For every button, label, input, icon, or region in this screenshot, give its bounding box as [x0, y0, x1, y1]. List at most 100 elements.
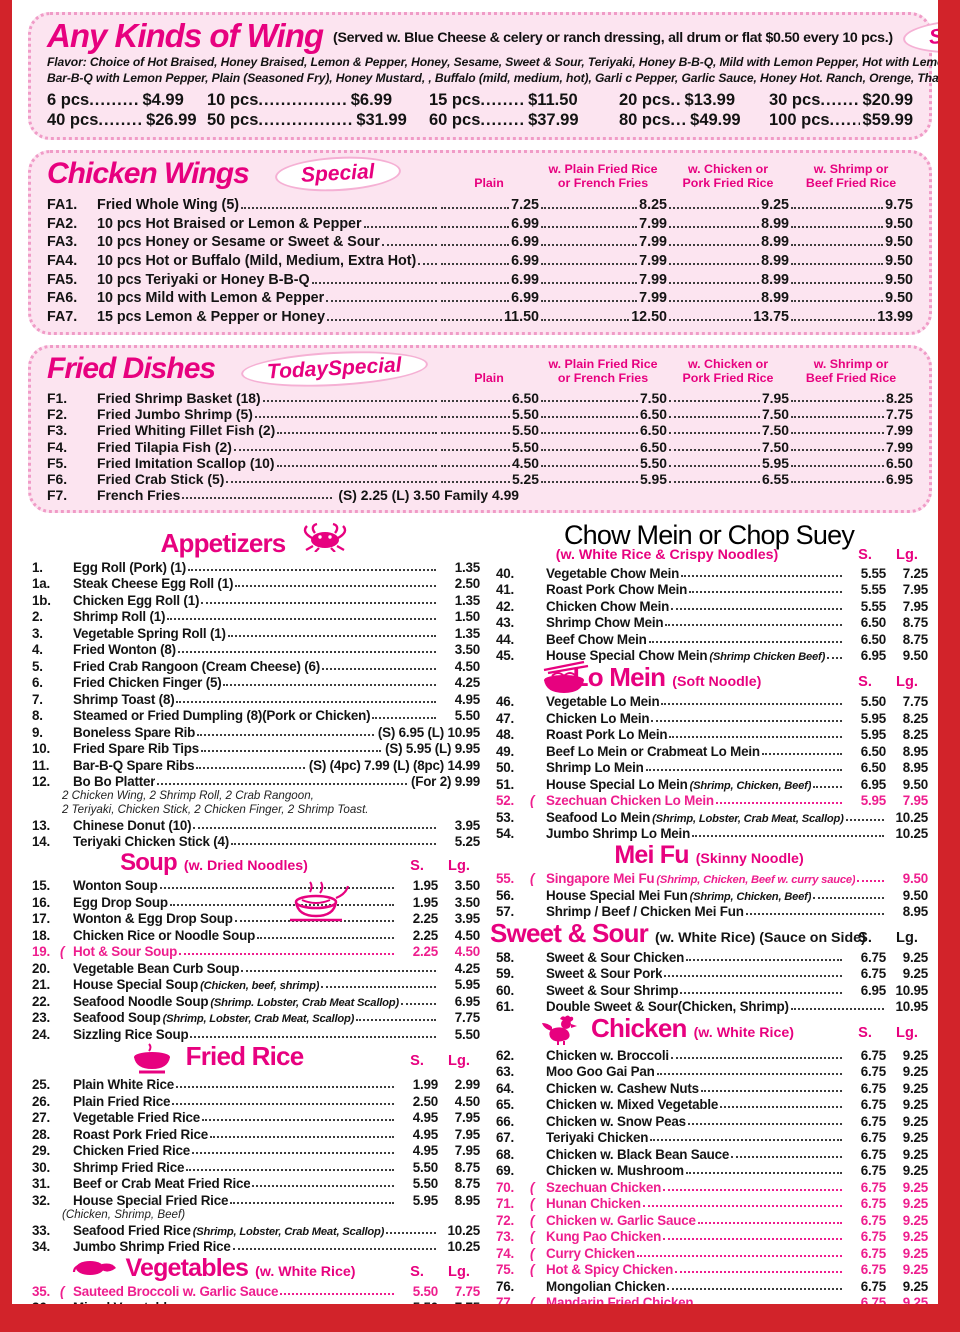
- item-name: Chicken Egg Roll (1): [73, 592, 200, 608]
- menu-item-row: 54. Jumbo Shrimp Lo Mein 10.25: [490, 825, 928, 841]
- dot-leader: [687, 1122, 842, 1125]
- section-subtitle: (Skinny Noodle): [695, 851, 804, 868]
- dot-leader: [241, 969, 436, 972]
- item-number: 14.: [32, 834, 51, 850]
- item-number: 30.: [32, 1159, 51, 1175]
- dot-leader: [671, 607, 842, 610]
- item-name: Chicken Chow Mein: [546, 598, 670, 614]
- price-small: 5.50: [412, 1176, 438, 1192]
- item-number: 10.: [32, 741, 51, 757]
- price-large: 7.95: [454, 1126, 480, 1142]
- column-header: w. Plain Fried Rice or French Fries: [548, 357, 658, 385]
- chili-pepper-icon: (: [60, 1283, 65, 1299]
- menu-item-row: F5. Fried Imitation Scallop (10) 4.50 5.…: [47, 455, 913, 471]
- price-chicken-pork-rice: 8.99: [761, 215, 789, 232]
- pcs-price: $4.99: [142, 90, 184, 109]
- section-subtitle: (w. White Rice): [693, 1025, 794, 1042]
- wing-price-cell: 10 pcs ................ $6.99: [207, 90, 429, 110]
- dot-leader: [857, 880, 884, 882]
- price-large: 7.95: [902, 598, 928, 614]
- price-small: 1.95: [412, 878, 438, 894]
- dot-leader: [791, 300, 884, 303]
- item-number: 27.: [32, 1110, 51, 1126]
- menu-item-row: FA7. 15 pcs Lemon & Pepper or Honey 11.5…: [47, 306, 913, 325]
- item-name: Chicken Fried Rice: [73, 1143, 190, 1159]
- small-column-label: S.: [410, 1052, 424, 1069]
- section-subtitle: (w. White Rice): [255, 1264, 356, 1281]
- large-column-label: Lg.: [448, 858, 470, 875]
- item-name: Sauteed Broccoli w. Garlic Sauce: [73, 1283, 279, 1299]
- section-chow-mein: Chow Mein or Chop Suey (w. White Rice & …: [490, 521, 928, 664]
- dot-leader: [661, 703, 842, 706]
- item-name: Wonton Soup: [73, 878, 158, 894]
- price-large: 9.25: [902, 949, 928, 965]
- dot-leader: [235, 585, 436, 588]
- price-large: 4.50: [454, 658, 480, 674]
- section-subtitle: (w. Dried Noodles): [183, 858, 308, 875]
- item-name: Wonton & Egg Drop Soup: [73, 911, 233, 927]
- item-number: 13.: [32, 817, 51, 833]
- price-large: 9.25: [902, 1163, 928, 1179]
- menu-item-row: 61. Double Sweet & Sour(Chicken, Shrimp)…: [490, 998, 928, 1014]
- dot-leader: [321, 986, 436, 989]
- price-large: 8.50: [454, 1316, 480, 1332]
- item-number: 2.: [32, 609, 43, 625]
- item-name: Fried Spare Rib Tips: [73, 741, 199, 757]
- price-chicken-pork-rice: 6.55: [761, 470, 789, 487]
- price-small: 5.95: [860, 727, 886, 743]
- dot-leader: [827, 657, 842, 660]
- menu-item-row: 9. Boneless Spare Rib (S) 6.95 (L) 10.95: [32, 723, 480, 740]
- dot-leader: [322, 667, 436, 670]
- menu-item-row: 8. Steamed or Fried Dumpling (8)(Pork or…: [32, 707, 480, 723]
- dot-leader: [791, 399, 884, 402]
- large-column-label: Lg.: [896, 930, 918, 946]
- item-number: 23.: [32, 1010, 51, 1026]
- price-chicken-pork-rice: 8.99: [761, 271, 789, 288]
- price-large: 8.25: [902, 710, 928, 726]
- item-name: House Special Mei Fun: [546, 887, 688, 903]
- item-name: Shrimp Toast (8): [73, 691, 175, 707]
- price-fried-rice: 8.25: [639, 197, 667, 214]
- small-column-label: S.: [858, 1025, 872, 1042]
- pcs-label: 6 pcs: [47, 90, 90, 109]
- price-plain: 4.50: [511, 454, 539, 471]
- menu-item-row: 72. ( Chicken w. Garlic Sauce 6.75 9.25: [490, 1211, 928, 1228]
- wing-price-cell: 6 pcs ......... $4.99: [47, 90, 207, 110]
- menu-item-row: 57. Shrimp / Beef / Chicken Mei Fun 8.95: [490, 903, 928, 919]
- item-number: 31.: [32, 1176, 51, 1192]
- price-small: 6.75: [860, 1113, 886, 1129]
- menu-item-row: 17. Wonton & Egg Drop Soup 2.25 3.95: [32, 910, 480, 927]
- section-chicken-wings: Chicken Wings Special Plain w. Plain Fri…: [28, 149, 932, 335]
- item-name: French Fries: [97, 487, 181, 504]
- price-shrimp-beef-rice: 6.95: [885, 470, 913, 487]
- price-fried-rice: 5.50: [639, 454, 667, 471]
- item-name: Beef Lo Mein or Crabmeat Lo Mein: [546, 743, 760, 759]
- dot-leader: [669, 448, 760, 451]
- item-number: 11.: [32, 757, 50, 773]
- dot-leader: [441, 318, 502, 321]
- dot-leader: ........: [480, 110, 526, 129]
- price-small: 6.50: [860, 760, 886, 776]
- price-small: 4.95: [412, 1110, 438, 1126]
- item-number: 32.: [32, 1192, 51, 1208]
- menu-item-row: 7. Shrimp Toast (8) 4.95: [32, 690, 480, 707]
- pcs-label: 30 pcs: [769, 90, 821, 109]
- menu-item-row: 74. ( Curry Chicken 6.75 9.25: [490, 1244, 928, 1261]
- item-number: 41.: [496, 582, 515, 598]
- item-name: Chicken w. Garlic Sauce: [546, 1212, 696, 1228]
- menu-item-row: 55. ( Singapore Mei Fu (Shrimp, Chicken, …: [490, 870, 928, 886]
- flavor-line: Bar-B-Q with Lemon Pepper, Plain (Season…: [47, 70, 954, 85]
- item-number: 48.: [496, 727, 515, 743]
- dot-leader: [175, 1086, 394, 1089]
- section-title: Lo Mein: [572, 662, 666, 693]
- dot-leader: [327, 318, 437, 321]
- item-number: 16.: [32, 894, 51, 910]
- item-number: 26.: [32, 1093, 51, 1109]
- large-column-label: Lg.: [448, 1052, 470, 1069]
- price-large: 8.95: [902, 904, 928, 919]
- dot-leader: [656, 1073, 842, 1076]
- price-fried-rice: 7.99: [639, 215, 667, 232]
- dot-leader: [176, 1309, 394, 1311]
- price-small: 6.75: [860, 1278, 886, 1294]
- menu-item-row: 65. Chicken w. Mixed Vegetable 6.75 9.25: [490, 1096, 928, 1112]
